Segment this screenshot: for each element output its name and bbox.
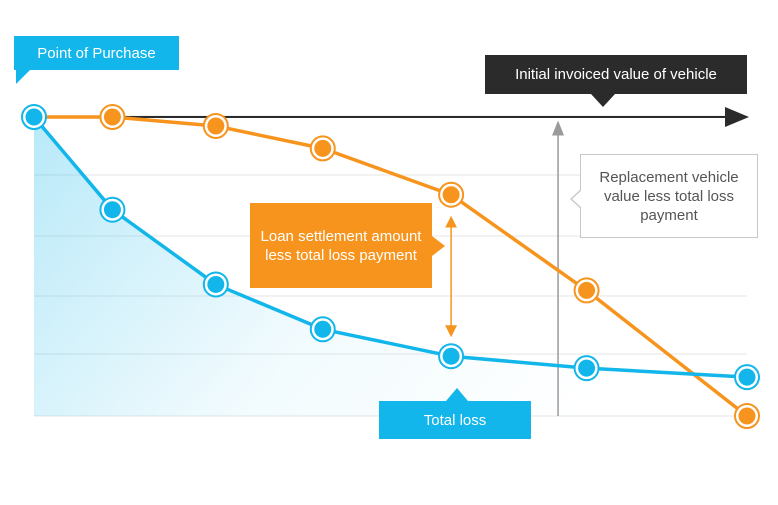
callout-pointer-inner <box>572 190 582 208</box>
replacement-vehicle-label: Replacement vehicle value less total los… <box>570 154 758 238</box>
invoiced-value-text: Initial invoiced value of vehicle <box>515 66 717 83</box>
total-loss-point-dot <box>738 368 756 386</box>
loan-settlement-point-dot <box>578 281 596 299</box>
loan-settlement-point-dot <box>442 186 460 204</box>
callout-pointer <box>432 236 445 256</box>
total-loss-point-dot <box>314 320 332 338</box>
loan-settlement-point-dot <box>314 139 332 157</box>
loan-settlement-point <box>734 403 760 429</box>
total-loss-label: Total loss <box>379 388 531 439</box>
total-loss-point-dot <box>442 347 460 365</box>
total-loss-point <box>309 316 336 343</box>
total-loss-point <box>21 104 47 130</box>
loan-settlement-point-dot <box>207 117 225 135</box>
loan-settlement-point <box>438 181 465 208</box>
total-loss-point <box>438 343 465 370</box>
total-loss-point-dot <box>578 359 596 377</box>
total-loss-point-dot <box>25 108 43 126</box>
loan-settlement-point <box>309 135 336 162</box>
total-loss-point <box>202 271 229 298</box>
invoiced-value-label: Initial invoiced value of vehicle <box>485 55 747 107</box>
point-of-purchase-text: Point of Purchase <box>37 44 156 62</box>
loan-settlement-label: Loan settlement amount less total loss p… <box>250 203 445 288</box>
total-loss-point-dot <box>103 201 121 219</box>
series-layer <box>21 104 760 429</box>
total-loss-point-dot <box>207 275 225 293</box>
loan-settlement-point <box>573 277 600 304</box>
total-loss-point <box>99 196 126 223</box>
loan-settlement-point-dot <box>103 108 121 126</box>
callout-pointer <box>591 94 615 107</box>
point-of-purchase-label: Point of Purchase <box>14 36 179 84</box>
callout-pointer <box>446 388 468 401</box>
total-loss-text: Total loss <box>423 411 487 429</box>
total-loss-point <box>734 364 760 391</box>
loan-settlement-point-dot <box>738 407 756 425</box>
callout-pointer <box>16 70 30 84</box>
total-loss-area <box>34 117 747 416</box>
total-loss-point <box>573 355 600 382</box>
loan-settlement-point <box>99 104 126 130</box>
replacement-vehicle-text: Replacement vehicle value less total los… <box>599 168 739 224</box>
loan-settlement-point <box>202 112 229 139</box>
loan-settlement-text: Loan settlement amount less total loss p… <box>260 227 422 264</box>
